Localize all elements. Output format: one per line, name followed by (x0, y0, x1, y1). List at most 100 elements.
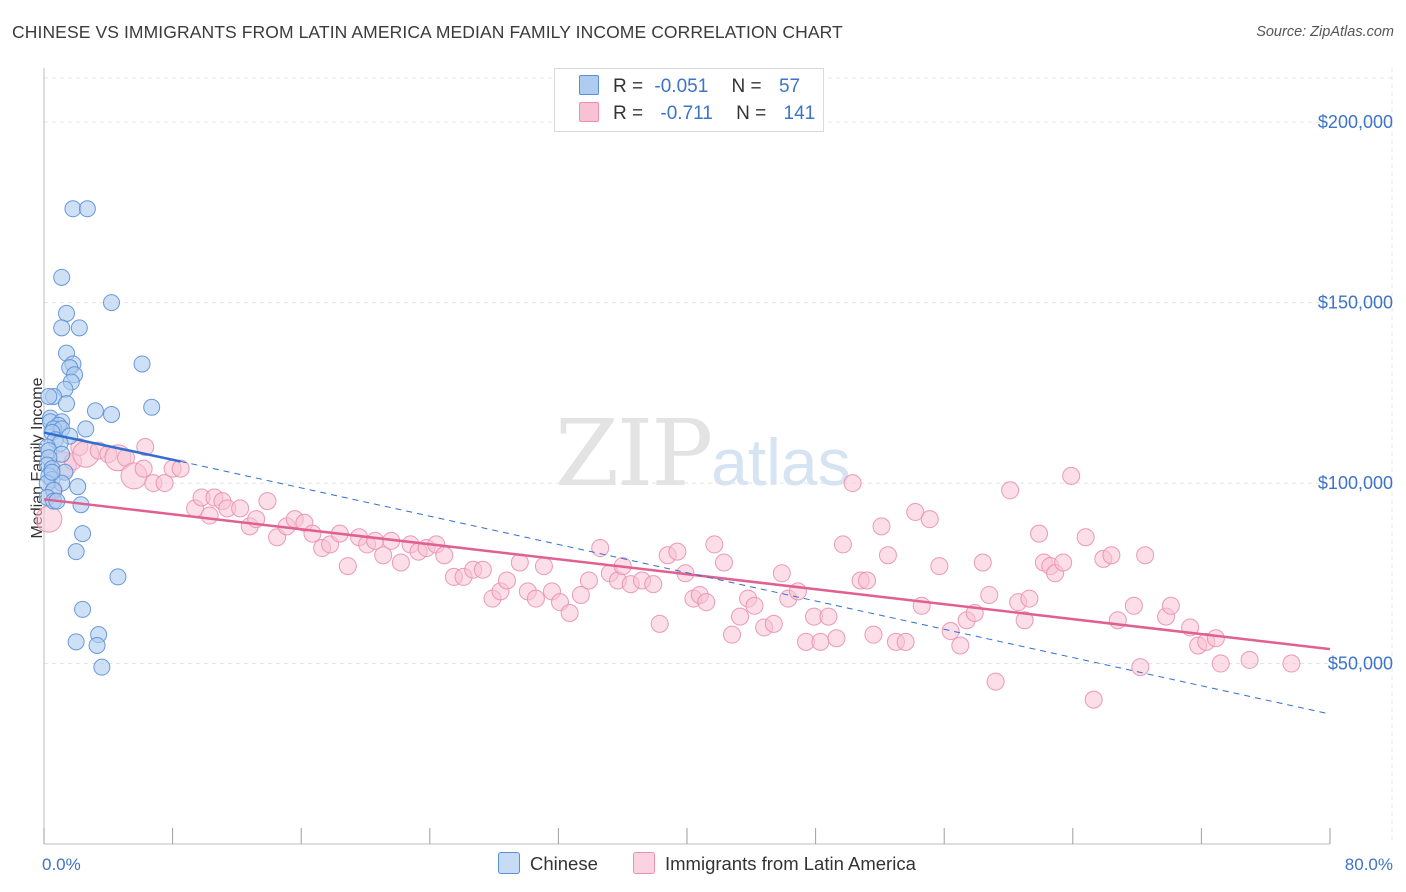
latin-america-point (896, 632, 915, 651)
latin-america-point (930, 557, 949, 576)
legend-swatch-latin-america (579, 102, 599, 122)
latin-america-point (1054, 553, 1073, 572)
latin-america-point (1282, 654, 1301, 673)
latin-america-point (35, 505, 63, 533)
latin-america-point (650, 614, 669, 633)
legend-r-label: R = (613, 76, 644, 97)
latin-america-point (155, 474, 174, 493)
latin-america-point (374, 546, 393, 565)
chinese-point (143, 398, 161, 416)
latin-america-point (764, 614, 783, 633)
trend-lines (43, 431, 1331, 715)
chinese-point (53, 319, 71, 337)
watermark-zip: ZIP (555, 400, 713, 507)
legend-swatch-chinese (498, 852, 520, 874)
chinese-point (43, 463, 61, 481)
latin-america-point (980, 585, 999, 604)
correlation-legend: R = -0.051 N = 57 R = -0.711 N = 141 (554, 68, 824, 132)
latin-america-point (1131, 658, 1150, 677)
latin-america-point (1076, 528, 1095, 547)
latin-america-point (338, 557, 357, 576)
chinese-point (70, 319, 88, 337)
latin-america-point (1206, 629, 1225, 648)
latin-america-point (731, 607, 750, 626)
latin-america-point (819, 607, 838, 626)
chart-title: CHINESE VS IMMIGRANTS FROM LATIN AMERICA… (12, 22, 843, 42)
chinese-point (64, 200, 82, 218)
latin-america-point (1211, 654, 1230, 673)
x-tick-label-min: 0.0% (42, 855, 81, 874)
chinese-point (77, 420, 95, 438)
x-tick-label-max: 80.0% (1345, 855, 1393, 874)
legend-r-value-chinese: -0.051 (654, 76, 709, 97)
y-tick-label: $100,000 (1318, 473, 1393, 493)
latin-america-point (200, 506, 219, 525)
latin-america-point (560, 604, 579, 623)
legend-item-latin-america[interactable]: Immigrants from Latin America (633, 852, 916, 875)
y-tick-label: $150,000 (1318, 293, 1393, 313)
latin-america-point (864, 625, 883, 644)
latin-america-point (171, 459, 190, 478)
tick-labels: $50,000 $100,000 $150,000 $200,000 0.0% 80.0% (42, 112, 1393, 874)
chinese-point (109, 568, 127, 586)
chinese-point (74, 525, 92, 543)
series-legend: Chinese Immigrants from Latin America (0, 852, 1406, 878)
latin-america-point (705, 535, 724, 554)
latin-america-point (579, 571, 598, 590)
legend-item-chinese[interactable]: Chinese (498, 852, 598, 875)
chinese-point (86, 402, 104, 420)
latin-america-point (833, 535, 852, 554)
series-latin-america-points (35, 437, 1301, 709)
latin-america-point (134, 459, 153, 478)
latin-america-point (231, 499, 250, 518)
latin-america-point (391, 553, 410, 572)
legend-swatch-latin-america (633, 852, 655, 874)
latin-america-point (668, 542, 687, 561)
chinese-point (40, 387, 58, 405)
legend-n-label: N = (731, 76, 762, 97)
latin-america-point (644, 575, 663, 594)
latin-america-point (1062, 466, 1081, 485)
latin-america-point (772, 564, 791, 583)
chinese-point (103, 405, 121, 423)
chinese-point (69, 478, 87, 496)
chinese-trend-line-extended (180, 460, 1331, 715)
latin-america-point (920, 510, 939, 529)
source-credit[interactable]: Source: ZipAtlas.com (1256, 24, 1394, 40)
watermark: ZIPatlas (555, 400, 851, 507)
latin-america-point (872, 517, 891, 536)
latin-america-point (473, 560, 492, 579)
gridlines (44, 68, 1393, 844)
series-chinese-points (38, 200, 161, 676)
latin-america-point (973, 553, 992, 572)
chinese-point (78, 200, 96, 218)
latin-america-point (986, 672, 1005, 691)
latin-america-point (811, 632, 830, 651)
y-tick-label: $50,000 (1328, 654, 1393, 674)
chinese-point (93, 658, 111, 676)
axes (43, 68, 1331, 845)
legend-n-label: N = (736, 103, 767, 124)
latin-america-point (1240, 650, 1259, 669)
chinese-point (133, 355, 151, 373)
latin-america-point (843, 474, 862, 493)
legend-label-chinese: Chinese (530, 853, 598, 874)
latin-america-point (1020, 589, 1039, 608)
latin-america-point (1001, 481, 1020, 500)
latin-america-point (303, 524, 322, 543)
latin-america-point (1124, 596, 1143, 615)
latin-america-point (591, 539, 610, 558)
chinese-point (58, 304, 76, 322)
latin-america-point (858, 571, 877, 590)
chinese-point (53, 268, 71, 286)
chinese-point (74, 600, 92, 618)
legend-row-chinese: R = -0.051 N = 57 (579, 75, 800, 99)
latin-america-point (497, 571, 516, 590)
chinese-point (103, 294, 121, 312)
legend-label-latin-america: Immigrants from Latin America (665, 853, 916, 874)
latin-america-point (1084, 690, 1103, 709)
watermark-atlas: atlas (711, 425, 851, 499)
chinese-point (67, 543, 85, 561)
latin-america-point (941, 622, 960, 641)
